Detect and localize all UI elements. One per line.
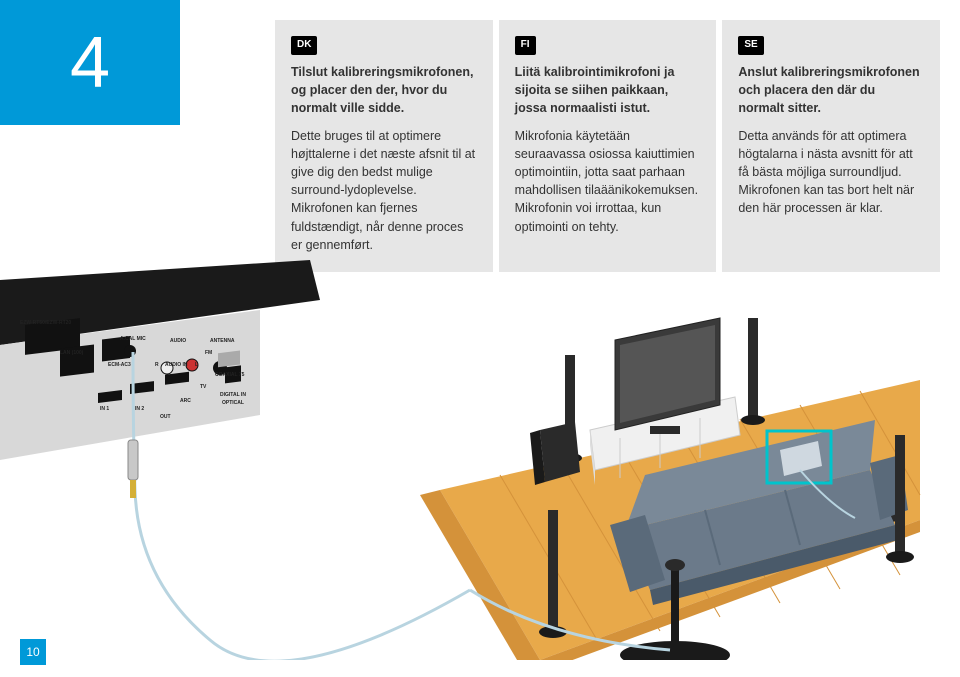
port-label: IN 2 — [135, 406, 144, 412]
lang-badge-se: SE — [738, 36, 763, 55]
headline-fi: Liitä kalibrointimikrofoni ja sijoita se… — [515, 63, 701, 117]
port-label: LAN (100) — [60, 350, 83, 356]
body-fi: Mikrofonia käytetään seuraavassa osiossa… — [515, 127, 701, 236]
port-label: OPTICAL — [222, 400, 244, 406]
instruction-columns: DK Tilslut kalibreringsmikrofonen, og pl… — [275, 20, 940, 272]
port-label: ANTENNA — [210, 338, 234, 344]
port-label: ARC — [180, 398, 191, 404]
lang-badge-fi: FI — [515, 36, 536, 55]
body-dk: Dette bruges til at optimere højttalerne… — [291, 127, 477, 254]
port-label: R — [155, 362, 159, 368]
step-number-badge: 4 — [0, 0, 180, 125]
port-label: OUT — [160, 414, 171, 420]
lang-badge-dk: DK — [291, 36, 317, 55]
port-label: AUDIO — [170, 338, 186, 344]
port-label: FM — [205, 350, 212, 356]
headline-se: Anslut kalibreringsmikrofonen och placer… — [738, 63, 924, 117]
port-label: COAXIAL 75 — [215, 372, 244, 378]
port-label: IN 1 — [100, 406, 109, 412]
port-label: L — [195, 362, 198, 368]
setup-diagram — [0, 260, 960, 660]
port-label: DIGITAL IN — [220, 392, 246, 398]
port-label: ECM-AC3 — [108, 362, 131, 368]
center-speaker — [650, 426, 680, 434]
body-se: Detta används för att optimera högtalarn… — [738, 127, 924, 218]
column-dk: DK Tilslut kalibreringsmikrofonen, og pl… — [275, 20, 493, 272]
port-label: A.CAL MIC — [120, 336, 146, 342]
front-right-speaker — [741, 318, 765, 425]
port-label: TV — [200, 384, 206, 390]
port-label: EZW-RT50/EZW-RT20 — [20, 320, 71, 326]
page-number: 10 — [20, 639, 46, 665]
port-label: AUDIO IN — [165, 362, 188, 368]
headline-dk: Tilslut kalibreringsmikrofonen, og place… — [291, 63, 477, 117]
audio-device — [0, 260, 320, 460]
column-fi: FI Liitä kalibrointimikrofoni ja sijoita… — [499, 20, 717, 272]
column-se: SE Anslut kalibreringsmikrofonen och pla… — [722, 20, 940, 272]
